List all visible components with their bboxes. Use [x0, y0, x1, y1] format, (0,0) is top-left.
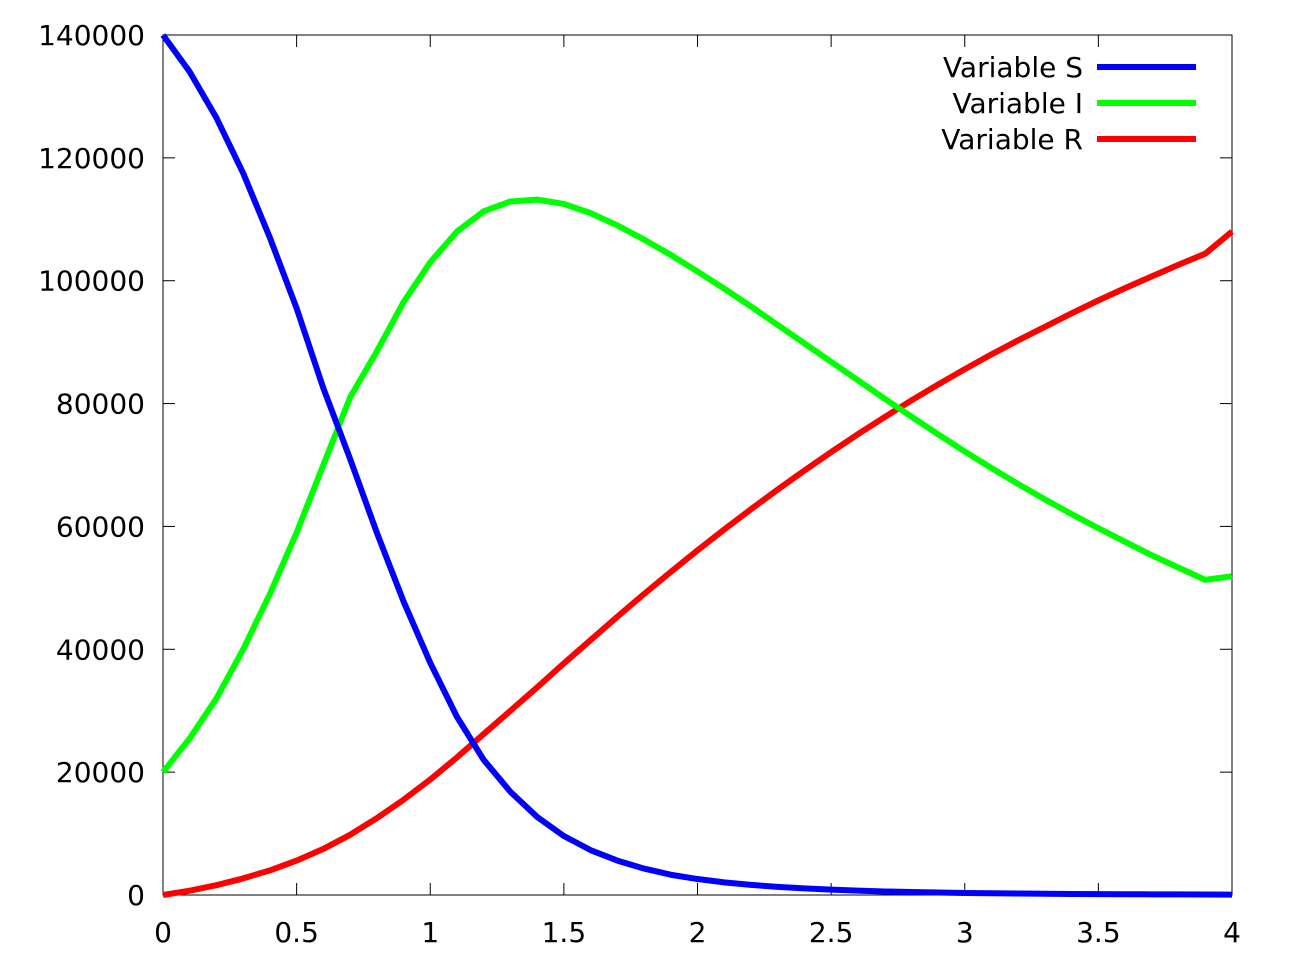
x-tick-label: 4 — [1223, 916, 1241, 949]
legend-label-variable-s: Variable S — [943, 51, 1083, 84]
y-tick-label: 80000 — [56, 388, 145, 421]
series-line-variable-s — [160, 33, 1233, 898]
y-tick-label: 0 — [127, 879, 145, 912]
y-tick-label: 100000 — [38, 265, 145, 298]
x-tick-label: 3 — [956, 916, 974, 949]
axes-layer: 0 0.5 1 1.5 2 2.5 3 3.5 4 0 20000 40000 60000 80000 10… — [38, 19, 1241, 949]
x-tick-label: 2.5 — [809, 916, 854, 949]
y-tick-label: 120000 — [38, 142, 145, 175]
x-tick-label: 1.5 — [542, 916, 587, 949]
series-line-variable-i — [160, 196, 1233, 775]
x-tick-label: 0 — [154, 916, 172, 949]
series-line-variable-r — [162, 229, 1234, 898]
x-tick-label: 2 — [689, 916, 707, 949]
legend-label-variable-r: Variable R — [941, 123, 1083, 156]
x-tick-label: 3.5 — [1076, 916, 1121, 949]
y-tick-label: 40000 — [56, 633, 145, 666]
legend-label-variable-i: Variable I — [952, 87, 1083, 120]
y-tick-label: 140000 — [38, 19, 145, 52]
series-layer — [160, 33, 1234, 898]
y-tick-label: 20000 — [56, 756, 145, 789]
x-tick-label: 0.5 — [274, 916, 319, 949]
x-tick-label: 1 — [421, 916, 439, 949]
y-tick-label: 60000 — [56, 510, 145, 543]
